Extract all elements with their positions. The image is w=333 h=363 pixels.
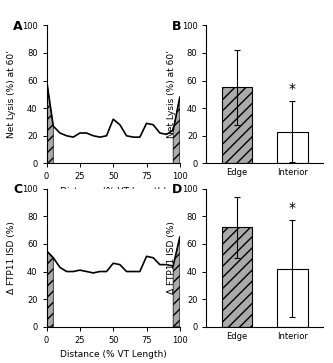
Bar (277, 269, 308, 327)
X-axis label: Distance (% VT Length): Distance (% VT Length) (60, 187, 166, 196)
Text: *: * (289, 201, 296, 215)
Polygon shape (173, 237, 180, 327)
Bar (222, 87, 252, 163)
Bar (277, 132, 308, 163)
Y-axis label: Net Lysis (%) at 60’: Net Lysis (%) at 60’ (7, 50, 16, 138)
Legend: Edge, Interior: Edge, Interior (262, 191, 315, 217)
Text: B: B (171, 20, 181, 33)
Polygon shape (173, 97, 180, 163)
Y-axis label: Δ FTP11 ISD (%): Δ FTP11 ISD (%) (167, 221, 176, 294)
Polygon shape (47, 81, 53, 163)
Text: A: A (13, 20, 23, 33)
Bar (222, 227, 252, 327)
X-axis label: Distance (% VT Length): Distance (% VT Length) (60, 350, 166, 359)
Text: D: D (171, 183, 182, 196)
Text: *: * (289, 82, 296, 96)
Polygon shape (47, 251, 53, 327)
Y-axis label: Net Lysis (%) at 60’: Net Lysis (%) at 60’ (167, 50, 176, 138)
Y-axis label: Δ FTP11 ISD (%): Δ FTP11 ISD (%) (7, 221, 16, 294)
Legend: Edge, Interior: Edge, Interior (262, 27, 315, 53)
Text: C: C (13, 183, 22, 196)
